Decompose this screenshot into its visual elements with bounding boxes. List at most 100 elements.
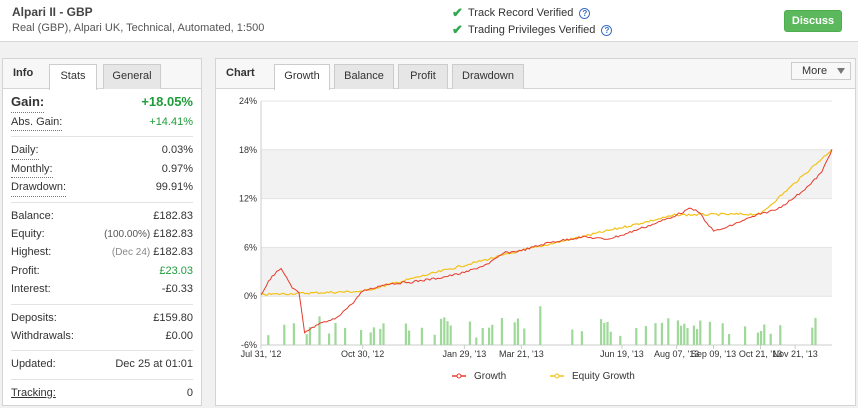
daily-label: Daily: — [11, 141, 39, 160]
abs-gain-label: Abs. Gain: — [11, 113, 63, 132]
activity-bar — [763, 324, 766, 345]
legend-growth-label: Growth — [474, 371, 506, 382]
chevron-down-icon — [837, 68, 845, 74]
more-dropdown[interactable]: More — [791, 62, 851, 80]
activity-bar — [744, 326, 747, 345]
equity-values: (100.00%) £182.83 — [104, 225, 193, 243]
activity-bar — [769, 333, 772, 345]
activity-bar — [292, 323, 295, 345]
abs-gain-row: Abs. Gain: +14.41% — [11, 113, 193, 132]
interest-value: -£0.33 — [161, 283, 193, 296]
tracking-link[interactable]: Tracking: — [11, 386, 56, 399]
divider — [11, 201, 193, 203]
activity-bar — [600, 319, 603, 345]
activity-bar — [708, 321, 711, 345]
account-header: Alpari II - GBP Real (GBP), Alpari UK, T… — [0, 0, 858, 42]
account-name: Alpari II - GBP — [12, 5, 93, 19]
tab-stats[interactable]: Stats — [49, 64, 97, 90]
activity-bar — [334, 322, 337, 345]
drawdown-label: Drawdown: — [11, 178, 67, 197]
activity-bar — [305, 334, 308, 345]
activity-bar — [571, 329, 574, 345]
balance-row: Balance: £182.83 — [11, 207, 193, 225]
gain-label: Gain: — [11, 89, 45, 113]
tab-profit[interactable]: Profit — [398, 64, 448, 89]
activity-bar — [267, 335, 270, 345]
tab-drawdown[interactable]: Drawdown — [452, 64, 524, 89]
activity-bar — [481, 327, 484, 345]
activity-bar — [408, 330, 411, 345]
equity-row: Equity: (100.00%) £182.83 — [11, 225, 193, 243]
profit-value: £23.03 — [159, 264, 193, 277]
withdrawals-label: Withdrawals: — [11, 329, 74, 342]
tab-balance[interactable]: Balance — [334, 64, 394, 89]
withdrawals-row: Withdrawals: £0.00 — [11, 327, 193, 345]
activity-bar — [328, 333, 331, 345]
x-tick-label: Oct 21, '13 — [739, 349, 782, 359]
profit-label: Profit: — [11, 264, 40, 277]
daily-value: 0.03% — [161, 144, 193, 157]
tab-general[interactable]: General — [103, 64, 161, 89]
y-tick-label: 24% — [239, 96, 257, 106]
activity-bar — [814, 317, 817, 345]
activity-bar — [721, 323, 724, 345]
activity-bar — [756, 332, 759, 345]
grid-band — [261, 247, 832, 297]
activity-bar — [449, 325, 452, 345]
tab-growth[interactable]: Growth — [274, 64, 330, 90]
activity-bar — [644, 326, 647, 345]
highest-date: (Dec 24) — [111, 247, 151, 259]
activity-bar — [318, 316, 321, 345]
chart-panel-label: Chart — [226, 67, 255, 79]
daily-row: Daily: 0.03% — [11, 141, 193, 160]
activity-bar — [692, 325, 695, 345]
activity-bar — [513, 322, 516, 345]
interest-label: Interest: — [11, 283, 51, 296]
x-tick-label: Sep 09, '13 — [691, 349, 736, 359]
help-icon[interactable]: ? — [579, 7, 591, 19]
info-tabbar: Info Stats General — [3, 59, 201, 90]
stats-list: Gain: +18.05% Abs. Gain: +14.41% Daily: … — [3, 89, 201, 402]
activity-bar — [603, 322, 606, 345]
deposits-label: Deposits: — [11, 311, 57, 324]
growth-line — [260, 149, 833, 334]
x-tick-label: Oct 30, '12 — [341, 349, 384, 359]
updated-value: Dec 25 at 01:01 — [115, 358, 193, 371]
x-tick-label: Mar 21, '13 — [499, 349, 544, 359]
activity-bar — [443, 317, 446, 345]
activity-bar — [433, 334, 436, 345]
legend-growth-marker — [456, 373, 462, 379]
balance-value: £182.83 — [153, 209, 193, 222]
discuss-button[interactable]: Discuss — [784, 10, 842, 32]
activity-bar — [500, 317, 503, 345]
equity-percent: (100.00%) — [104, 228, 151, 240]
activity-bar — [468, 321, 471, 345]
activity-bar — [699, 320, 702, 345]
balance-label: Balance: — [11, 209, 54, 222]
legend-equity-growth-marker — [554, 373, 560, 379]
activity-bar — [683, 323, 686, 345]
chart-tabbar: Chart Growth Balance Profit Drawdown Mor… — [216, 59, 855, 90]
divider — [11, 378, 193, 380]
divider — [11, 350, 193, 352]
activity-bar — [382, 323, 385, 345]
divider — [11, 303, 193, 305]
growth-chart: 24% 18% 12% 6% 0% -6%Jul 31, '12 Oct 30, '12 Ja… — [239, 96, 833, 382]
interest-row: Interest: -£0.33 — [11, 280, 193, 298]
divider — [11, 136, 193, 138]
x-tick-label: Jul 31, '12 — [241, 349, 282, 359]
x-tick-label: Aug 07, '13 — [654, 349, 699, 359]
tracking-value: 0 — [186, 386, 193, 399]
legend-equity-growth-label: Equity Growth — [572, 371, 635, 382]
activity-bar — [539, 306, 542, 345]
activity-bar — [344, 327, 347, 345]
activity-bar — [523, 328, 526, 345]
help-icon[interactable]: ? — [601, 24, 613, 36]
activity-bar — [619, 335, 622, 345]
activity-bar — [580, 331, 583, 345]
tracking-row: Tracking: 0 — [11, 384, 193, 402]
withdrawals-value: £0.00 — [165, 329, 193, 342]
activity-bar — [420, 327, 423, 345]
checkmark-icon: ✔ — [452, 22, 463, 37]
chart-panel: Chart Growth Balance Profit Drawdown Mor… — [215, 58, 856, 406]
